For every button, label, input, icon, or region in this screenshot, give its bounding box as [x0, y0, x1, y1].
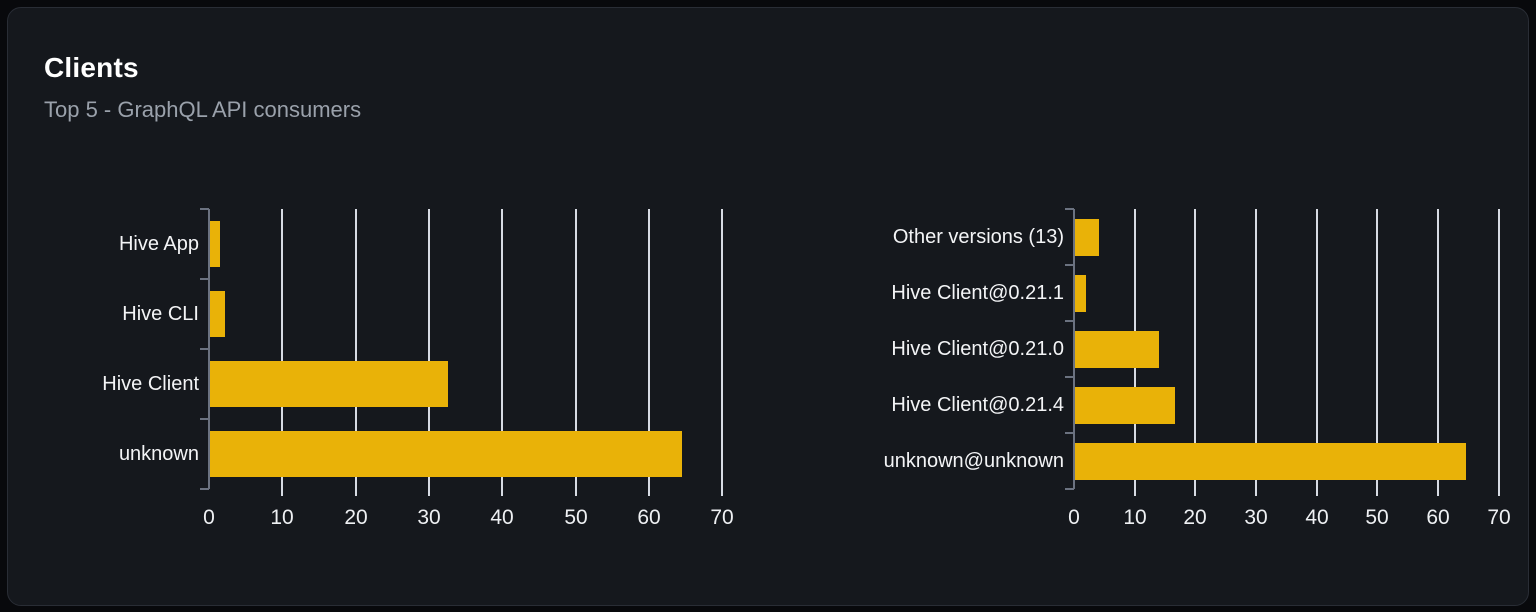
- gridline: [1376, 209, 1378, 489]
- x-axis-tick-label: 20: [1183, 506, 1207, 529]
- x-axis-tick-label: 40: [490, 506, 514, 529]
- x-axis-tick-label: 60: [637, 506, 661, 529]
- gridline: [428, 209, 430, 489]
- x-tick-mark: [1376, 489, 1378, 496]
- x-axis-tick-label: 70: [1487, 506, 1511, 529]
- x-axis-tick-label: 10: [270, 506, 294, 529]
- x-tick-mark: [1255, 489, 1257, 496]
- y-axis-category-label: Hive App: [118, 233, 199, 255]
- bar[interactable]: [210, 221, 220, 267]
- x-tick-mark: [428, 489, 430, 496]
- gridline: [575, 209, 577, 489]
- plot-area: [1065, 208, 1511, 496]
- x-axis-tick-label: 70: [710, 506, 734, 529]
- y-axis-category-label: Hive Client: [102, 373, 199, 395]
- y-axis-tick: [1065, 264, 1074, 266]
- x-axis-tick-label: 0: [1068, 506, 1080, 529]
- x-tick-mark: [721, 489, 723, 496]
- y-axis-category-label: Hive Client@0.21.4: [891, 394, 1064, 416]
- x-axis-tick-label: 40: [1305, 506, 1329, 529]
- y-axis-tick: [1065, 376, 1074, 378]
- y-axis-tick: [200, 488, 209, 490]
- clients-card: Clients Top 5 - GraphQL API consumers 0 1…: [7, 7, 1529, 606]
- gridline: [1255, 209, 1257, 489]
- card-title: Clients: [44, 52, 139, 83]
- bar[interactable]: [1075, 443, 1466, 480]
- y-axis-category-label: Other versions (13): [892, 226, 1064, 248]
- x-tick-mark: [1437, 489, 1439, 496]
- y-axis-category-label: Hive Client@0.21.1: [891, 282, 1064, 304]
- y-axis-line: [1073, 209, 1075, 489]
- gridline: [648, 209, 650, 489]
- bar[interactable]: [210, 361, 448, 407]
- x-tick-mark: [575, 489, 577, 496]
- y-axis-tick: [1065, 208, 1074, 210]
- card-subtitle: Top 5 - GraphQL API consumers: [44, 97, 362, 122]
- gridline: [501, 209, 503, 489]
- bar[interactable]: [1075, 387, 1175, 424]
- y-axis-tick: [200, 208, 209, 210]
- x-tick-mark: [281, 489, 283, 496]
- gridline: [1437, 209, 1439, 489]
- y-axis-category-label: Hive Client@0.21.0: [891, 338, 1064, 360]
- y-axis-tick: [1065, 432, 1074, 434]
- y-axis-category-label: unknown@unknown: [883, 450, 1064, 472]
- x-axis-tick-label: 30: [1244, 506, 1268, 529]
- x-tick-mark: [1194, 489, 1196, 496]
- x-axis-tick-label: 50: [564, 506, 588, 529]
- y-axis-tick: [200, 418, 209, 420]
- gridline: [355, 209, 357, 489]
- clients-by-name-chart: 0 10 20 30 40 50 60 70 Hive App Hive CLI Hive Clie…: [41, 208, 737, 539]
- y-axis-tick: [200, 348, 209, 350]
- y-axis-category-label: unknown: [118, 443, 199, 465]
- x-axis-tick-label: 0: [203, 506, 215, 529]
- card-header: Clients Top 5 - GraphQL API consumers: [44, 52, 361, 123]
- x-tick-mark: [1498, 489, 1500, 496]
- x-tick-mark: [1134, 489, 1136, 496]
- x-axis-tick-label: 10: [1123, 506, 1147, 529]
- y-axis-tick: [1065, 488, 1074, 490]
- y-axis-category-label: Hive CLI: [122, 303, 199, 325]
- x-tick-mark: [501, 489, 503, 496]
- x-axis-tick-label: 20: [344, 506, 368, 529]
- x-axis-tick-label: 50: [1365, 506, 1389, 529]
- gridline: [721, 209, 723, 489]
- x-tick-mark: [648, 489, 650, 496]
- gridline: [281, 209, 283, 489]
- bar[interactable]: [1075, 331, 1159, 368]
- x-tick-mark: [1316, 489, 1318, 496]
- bar[interactable]: [1075, 219, 1099, 256]
- gridline: [1316, 209, 1318, 489]
- gridline: [1194, 209, 1196, 489]
- y-axis-line: [208, 209, 210, 489]
- y-axis-labels: Hive App Hive CLI Hive Client unknown: [41, 209, 209, 489]
- x-tick-mark: [355, 489, 357, 496]
- bar[interactable]: [210, 291, 225, 337]
- clients-by-version-chart: 0 10 20 30 40 50 60 70 Other versions (13) Hive C…: [841, 208, 1511, 539]
- gridline: [1498, 209, 1500, 489]
- y-axis-labels: Other versions (13) Hive Client@0.21.1 Hiv…: [841, 209, 1074, 489]
- x-axis-tick-label: 30: [417, 506, 441, 529]
- x-axis-tick-label: 60: [1426, 506, 1450, 529]
- bar[interactable]: [1075, 275, 1086, 312]
- y-axis-tick: [200, 278, 209, 280]
- y-axis-tick: [1065, 320, 1074, 322]
- plot-area: [200, 208, 737, 496]
- bar[interactable]: [210, 431, 682, 477]
